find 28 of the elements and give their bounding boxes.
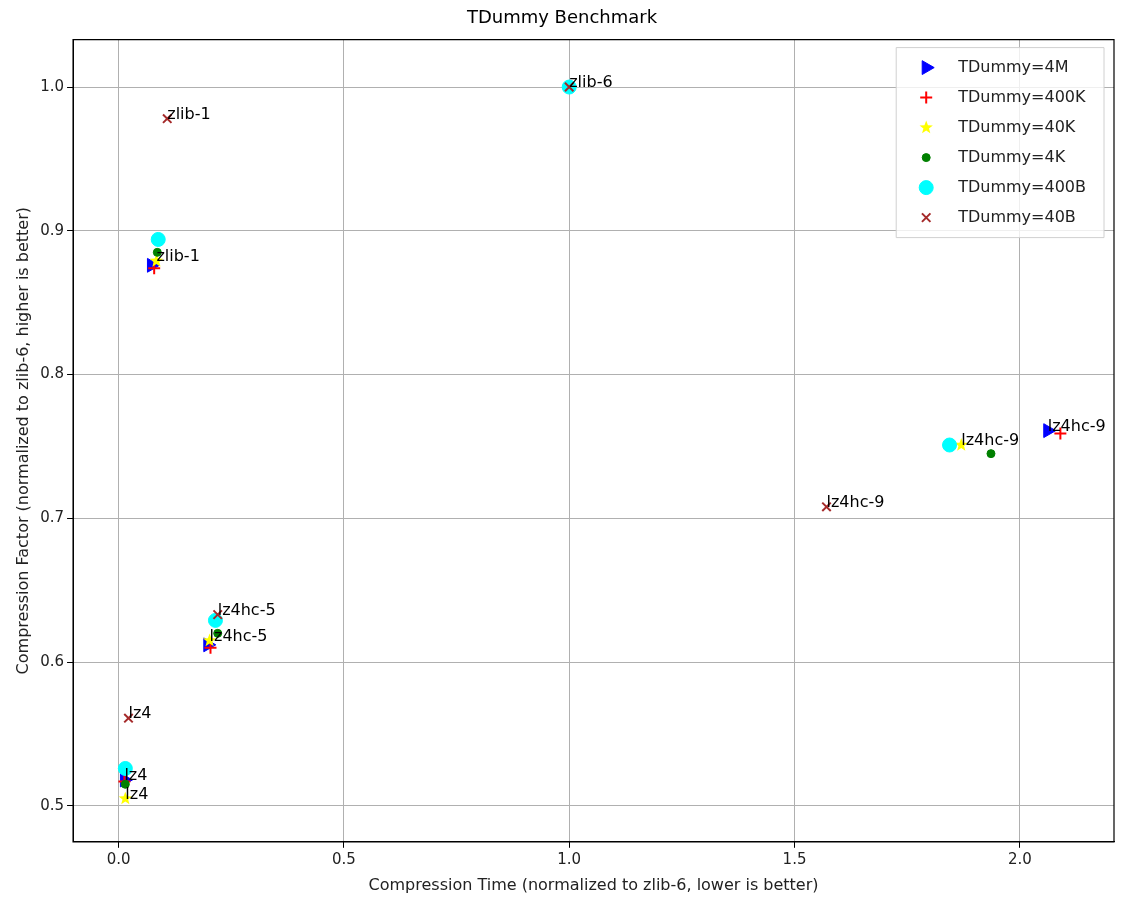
y-axis-title: Compression Factor (normalized to zlib-6, higher is better) xyxy=(12,207,32,675)
legend-label: TDummy=4K xyxy=(957,146,1066,166)
y-tick-label: 0.6 xyxy=(40,651,65,670)
legend-label: TDummy=400B xyxy=(957,176,1086,196)
annotation: lz4hc-9 xyxy=(1047,415,1106,435)
legend-label: TDummy=4M xyxy=(957,56,1069,76)
legend-label: TDummy=40K xyxy=(957,116,1076,136)
x-tick-label: 1.5 xyxy=(782,849,807,868)
annotation: lz4hc-9 xyxy=(826,491,885,511)
annotation: lz4 xyxy=(128,703,152,723)
annotation: zlib-1 xyxy=(167,103,211,123)
x-tick-label: 0.0 xyxy=(106,849,131,868)
annotation: lz4 xyxy=(125,783,149,803)
x-axis-title: Compression Time (normalized to zlib-6, lower is better) xyxy=(368,874,819,894)
legend-label: TDummy=400K xyxy=(957,86,1087,106)
annotation: zlib-6 xyxy=(569,72,613,92)
y-tick-label: 1.0 xyxy=(40,76,65,95)
y-tick-label: 0.9 xyxy=(40,220,65,239)
y-tick-label: 0.8 xyxy=(40,364,65,383)
x-tick-label: 1.0 xyxy=(557,849,582,868)
y-tick-label: 0.5 xyxy=(40,795,65,814)
chart-title: TDummy Benchmark xyxy=(465,6,658,28)
annotation: lz4hc-9 xyxy=(961,430,1020,450)
x-tick-label: 2.0 xyxy=(1007,849,1032,868)
y-tick-label: 0.7 xyxy=(40,508,65,527)
annotation: lz4hc-5 xyxy=(217,599,276,619)
legend-label: TDummy=40B xyxy=(957,206,1076,226)
x-tick-label: 0.5 xyxy=(331,849,356,868)
